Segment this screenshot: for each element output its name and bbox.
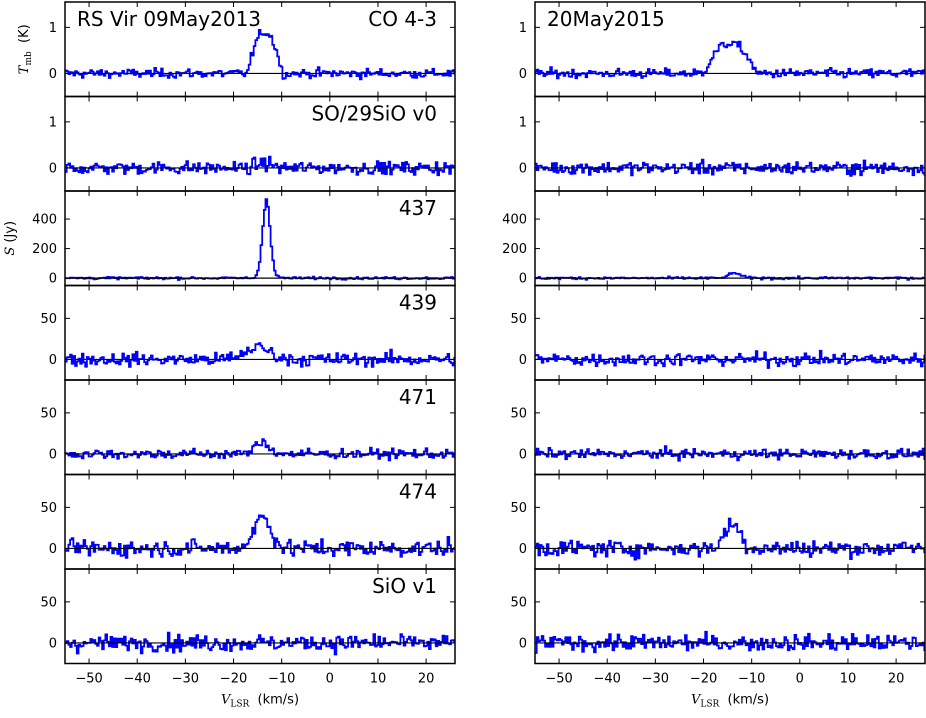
y-axis-label-temperature: Tmb (K) bbox=[17, 24, 34, 74]
x-tick-label: −10 bbox=[738, 672, 765, 687]
y-tick-label: 0 bbox=[49, 161, 57, 176]
panel-frame-1-1 bbox=[534, 95, 926, 192]
epoch-label: RS Vir 09May2013 bbox=[77, 7, 261, 31]
x-tick-label: 10 bbox=[370, 672, 387, 687]
y-tick-label: 0 bbox=[519, 67, 527, 82]
spectrum-trace-1-1 bbox=[535, 158, 926, 177]
spectrum-trace-5-0 bbox=[65, 514, 456, 559]
y-tick-label: 50 bbox=[40, 406, 57, 421]
x-tick-label: −30 bbox=[642, 672, 669, 687]
panel-frame-4-1 bbox=[534, 379, 926, 476]
epoch-label: 20May2015 bbox=[547, 7, 665, 31]
x-tick-label: 20 bbox=[418, 672, 435, 687]
panel-frame-6-0 bbox=[64, 568, 456, 665]
spectrum-trace-0-1 bbox=[535, 40, 926, 80]
spectrum-trace-4-0 bbox=[65, 438, 456, 462]
spectrum-trace-2-0 bbox=[65, 198, 456, 281]
y-tick-label: 50 bbox=[40, 501, 57, 516]
y-tick-label: 0 bbox=[49, 636, 57, 651]
panel-6-1: 0 50 −50 −40 −30 −20 −10 0 10 20 bbox=[510, 568, 926, 687]
panel-frame-2-1 bbox=[534, 190, 926, 287]
panel-4-1: 0 50 bbox=[510, 379, 926, 476]
y-tick-label: 1 bbox=[519, 21, 527, 36]
panel-frame-2-0 bbox=[64, 190, 456, 287]
panel-3-1: 0 50 bbox=[510, 284, 926, 381]
panel-5-0: 0 50 474 bbox=[40, 473, 456, 570]
x-axis-label-0: VLSR (km/s) bbox=[221, 693, 299, 710]
x-tick-label: 0 bbox=[796, 672, 804, 687]
panel-frame-3-1 bbox=[534, 284, 926, 381]
y-tick-label: 200 bbox=[32, 242, 57, 257]
panel-2-1: 0 200 400 bbox=[502, 190, 926, 287]
y-tick-label: 0 bbox=[49, 272, 57, 287]
spectrum-trace-6-1 bbox=[535, 630, 926, 654]
y-tick-label: 50 bbox=[40, 595, 57, 610]
spectrum-trace-6-0 bbox=[65, 631, 456, 656]
panel-6-0: 0 50 −50 −40 −30 −20 −10 0 10 20 SiO v1 bbox=[40, 568, 456, 687]
y-tick-label: 200 bbox=[502, 242, 527, 257]
x-tick-label: 20 bbox=[888, 672, 905, 687]
y-tick-label: 50 bbox=[510, 501, 527, 516]
line-label: 439 bbox=[399, 291, 437, 315]
line-label: 437 bbox=[399, 196, 437, 220]
y-axis-label-flux: S (Jy) bbox=[3, 221, 18, 256]
line-label: 474 bbox=[399, 480, 437, 504]
x-tick-label: 10 bbox=[840, 672, 857, 687]
y-tick-label: 0 bbox=[519, 161, 527, 176]
y-tick-label: 0 bbox=[519, 636, 527, 651]
y-tick-label: 0 bbox=[519, 272, 527, 287]
panel-frame-4-0 bbox=[64, 379, 456, 476]
panel-frame-3-0 bbox=[64, 284, 456, 381]
panel-0-1: 0 1 20May2015 bbox=[519, 1, 926, 98]
spectrum-trace-3-0 bbox=[65, 342, 456, 368]
y-tick-label: 1 bbox=[49, 21, 57, 36]
line-label: CO 4-3 bbox=[368, 7, 437, 31]
y-tick-label: 400 bbox=[502, 213, 527, 228]
y-tick-label: 50 bbox=[510, 406, 527, 421]
x-tick-label: −20 bbox=[690, 672, 717, 687]
y-tick-label: 0 bbox=[519, 353, 527, 368]
panel-1-0: 0 1 SO/29SiO v0 bbox=[49, 95, 456, 192]
panel-5-1: 0 50 bbox=[510, 473, 926, 570]
y-tick-label: 0 bbox=[49, 447, 57, 462]
y-tick-label: 0 bbox=[519, 447, 527, 462]
y-tick-label: 0 bbox=[49, 67, 57, 82]
x-tick-label: −50 bbox=[75, 672, 102, 687]
panel-1-1: 01 bbox=[519, 95, 926, 192]
y-tick-label: 0 bbox=[49, 353, 57, 368]
panel-3-0: 0 50 439 bbox=[40, 284, 456, 381]
panel-2-0: 0 200 400 437 bbox=[32, 190, 456, 287]
x-tick-label: −10 bbox=[268, 672, 295, 687]
y-tick-label: 1 bbox=[519, 115, 527, 130]
line-label: SO/29SiO v0 bbox=[311, 102, 437, 126]
x-tick-label: 0 bbox=[326, 672, 334, 687]
line-label: SiO v1 bbox=[372, 574, 437, 598]
y-tick-label: 50 bbox=[510, 312, 527, 327]
panel-4-0: 0 50 471 bbox=[40, 379, 456, 476]
spectrum-trace-0-0 bbox=[65, 29, 456, 81]
spectrum-trace-5-1 bbox=[535, 517, 926, 561]
y-tick-label: 0 bbox=[49, 542, 57, 557]
spectrum-trace-1-0 bbox=[65, 155, 456, 177]
panel-0-0: 0 1 RS Vir 09May2013 CO 4-3 bbox=[49, 1, 456, 98]
y-tick-label: 0 bbox=[519, 542, 527, 557]
panel-frame-6-1 bbox=[534, 568, 926, 665]
spectrum-trace-2-1 bbox=[535, 272, 926, 281]
y-tick-label: 1 bbox=[49, 115, 57, 130]
x-tick-label: −20 bbox=[220, 672, 247, 687]
x-tick-label: −40 bbox=[124, 672, 151, 687]
x-tick-label: −50 bbox=[545, 672, 572, 687]
x-tick-label: −40 bbox=[594, 672, 621, 687]
line-label: 471 bbox=[399, 385, 437, 409]
x-tick-label: −30 bbox=[172, 672, 199, 687]
y-tick-label: 400 bbox=[32, 213, 57, 228]
y-tick-label: 50 bbox=[40, 312, 57, 327]
y-tick-label: 50 bbox=[510, 595, 527, 610]
x-axis-label-1: VLSR (km/s) bbox=[691, 693, 769, 710]
